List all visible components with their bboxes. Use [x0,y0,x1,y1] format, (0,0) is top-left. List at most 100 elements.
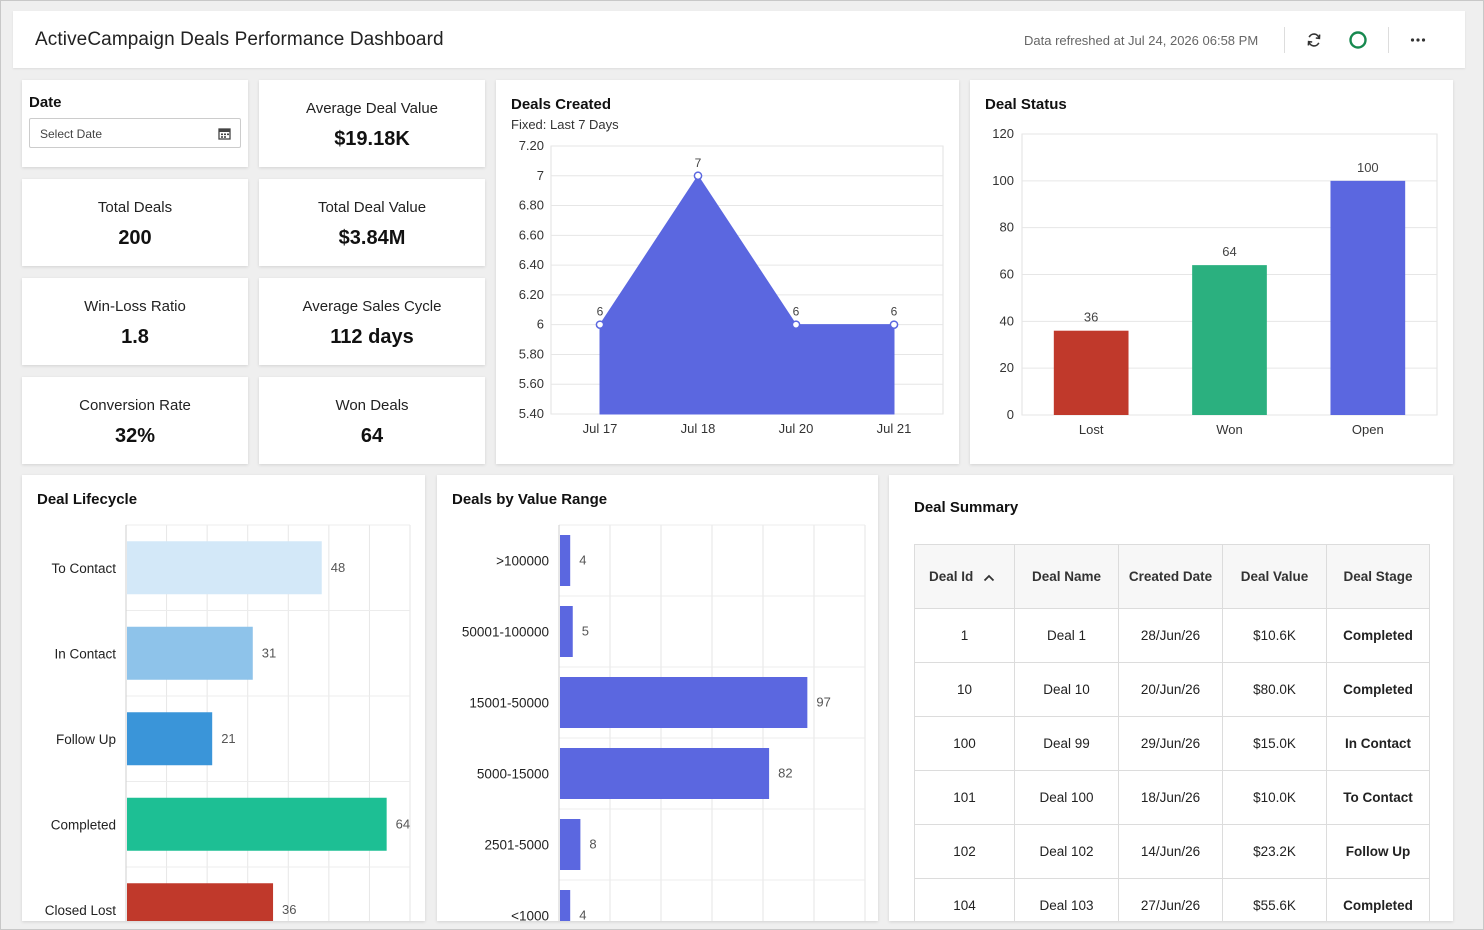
date-picker-input[interactable]: Select Date [29,118,241,148]
data-label: 7 [695,156,702,170]
table-row[interactable]: 101 Deal 100 18/Jun/26 $10.0K To Contact [914,770,1430,825]
cell-deal-id: 100 [914,716,1015,771]
data-label: 21 [221,731,235,746]
table-header-row: Deal Id Deal Name Created Date Deal Valu… [914,544,1430,609]
kpi-card-win-loss-ratio: Win-Loss Ratio 1.8 [22,278,248,365]
y-tick-label: In Contact [54,646,116,661]
cell-created-date: 20/Jun/26 [1118,662,1223,717]
cell-deal-value: $55.6K [1222,878,1327,921]
x-tick-label: Jul 17 [583,421,618,436]
deals-by-value-range-chart: 4 >100000 5 50001-100000 97 15001-50000 82 5000… [462,524,866,922]
cell-deal-name: Deal 99 [1014,716,1119,771]
deal-summary-table: Deal Id Deal Name Created Date Deal Valu… [914,544,1430,921]
table-row[interactable]: 1 Deal 1 28/Jun/26 $10.6K Completed [914,608,1430,663]
deal-lifecycle-card: Deal Lifecycle 48 To Contact 31 In Contact 2… [22,475,425,921]
kpi-label: Average Deal Value [305,100,439,117]
deals-by-value-range-card: Deals by Value Range 4 >100000 5 50001-1000… [437,475,878,921]
cell-deal-id: 101 [914,770,1015,825]
y-tick-label: 5000-15000 [477,767,549,782]
table-row[interactable]: 10 Deal 10 20/Jun/26 $80.0K Completed [914,662,1430,717]
cell-created-date: 14/Jun/26 [1118,824,1223,879]
kpi-label: Conversion Rate [79,397,191,414]
date-filter-label: Date [29,94,62,111]
data-label: 97 [816,695,830,710]
y-tick-label: <1000 [511,909,549,922]
y-tick-label: To Contact [51,561,116,576]
refresh-button[interactable] [1299,25,1329,55]
kpi-label: Won Deals [335,397,409,414]
kpi-card-won-deals: Won Deals 64 [259,377,485,464]
y-tick-label: 6 [537,317,544,332]
cell-deal-value: $15.0K [1222,716,1327,771]
y-tick-label: 20 [1000,360,1014,375]
table-row[interactable]: 104 Deal 103 27/Jun/26 $55.6K Completed [914,878,1430,921]
bar [127,541,322,595]
data-label: 6 [597,305,604,319]
y-tick-label: 6.20 [519,287,544,302]
dashboard-header: ActiveCampaign Deals Performance Dashboa… [13,11,1465,68]
cell-deal-stage: Completed [1326,608,1430,663]
column-header-label: Deal Name [1031,569,1102,584]
chart-title: Deals by Value Range [452,491,608,508]
cell-deal-id: 102 [914,824,1015,879]
column-header-deal-value[interactable]: Deal Value [1222,544,1327,609]
bar [560,890,571,921]
data-point [889,320,899,330]
data-label: 100 [1357,160,1379,175]
cell-deal-value: $10.6K [1222,608,1327,663]
data-point [791,320,801,330]
bar [1192,265,1267,415]
y-tick-label: Follow Up [56,732,116,747]
data-label: 64 [396,816,410,831]
x-tick-label: Open [1352,422,1384,437]
bar [560,677,808,728]
header-divider [1388,27,1389,53]
y-tick-label: 6.80 [519,198,544,213]
kpi-value: $3.84M [338,227,406,249]
x-tick-label: Won [1216,422,1243,437]
bar [127,626,253,680]
table-row[interactable]: 100 Deal 99 29/Jun/26 $15.0K In Contact [914,716,1430,771]
y-tick-label: 0 [1007,407,1014,422]
cell-created-date: 18/Jun/26 [1118,770,1223,825]
deal-status-chart: 0 20 40 60 80 100 120 36 Lost 64 Won 100 Open [992,126,1438,437]
cell-deal-id: 1 [914,608,1015,663]
column-header-created-date[interactable]: Created Date [1118,544,1223,609]
status-indicator-button[interactable] [1343,25,1373,55]
column-header-label: Deal Value [1240,569,1309,584]
kpi-value: 1.8 [121,326,149,348]
data-label: 82 [778,766,792,781]
date-filter-card: Date Select Date [22,80,248,167]
bar [560,535,571,586]
bar [127,883,274,921]
more-options-button[interactable] [1403,25,1433,55]
kpi-value: $19.18K [334,128,410,150]
cell-created-date: 28/Jun/26 [1118,608,1223,663]
kpi-label: Total Deal Value [317,199,427,216]
data-label: 48 [331,560,345,575]
y-tick-label: 60 [1000,267,1014,282]
page-title: ActiveCampaign Deals Performance Dashboa… [35,29,444,50]
column-header-label: Created Date [1128,569,1213,584]
bar [127,797,387,851]
date-picker-placeholder: Select Date [40,127,103,141]
y-tick-label: 7 [537,168,544,183]
deals-created-chart: 5.40 5.60 5.80 6 6.20 6.40 6.60 6.80 7 7.20 6 7 6 6 Ju… [519,138,944,436]
y-tick-label: 80 [1000,220,1014,235]
cell-deal-name: Deal 100 [1014,770,1119,825]
column-header-deal-id[interactable]: Deal Id [914,544,1015,609]
y-tick-label: 120 [992,126,1014,141]
data-point [693,171,703,181]
data-label: 64 [1222,244,1236,259]
table-row[interactable]: 102 Deal 102 14/Jun/26 $23.2K Follow Up [914,824,1430,879]
header-divider [1284,27,1285,53]
column-header-deal-name[interactable]: Deal Name [1014,544,1119,609]
y-tick-label: 5.40 [519,406,544,421]
y-tick-label: 6.40 [519,257,544,272]
sort-ascending-icon [983,574,995,582]
column-header-deal-stage[interactable]: Deal Stage [1326,544,1430,609]
column-header-label: Deal Id [929,569,974,584]
deal-status-card: Deal Status 0 20 40 60 80 100 120 36 Lost 64 Won 10… [970,80,1453,464]
status-ring-icon [1349,31,1367,49]
